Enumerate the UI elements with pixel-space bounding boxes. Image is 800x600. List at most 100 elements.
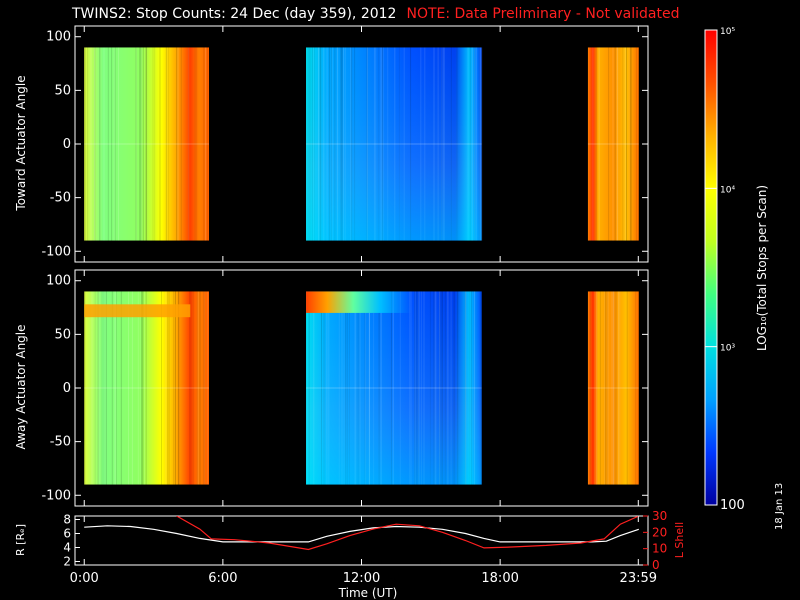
ytick-label: 100 — [46, 274, 71, 289]
heatmap-streak — [196, 47, 198, 241]
heatmap-streak — [611, 291, 613, 485]
ytick-label-left: 6 — [63, 527, 71, 541]
heatmap-streak — [616, 47, 618, 241]
heatmap-streak — [619, 291, 621, 485]
heatmap-streak — [617, 47, 619, 241]
heatmap-streak — [192, 291, 194, 485]
heatmap-streak — [165, 291, 167, 485]
heatmap-streak — [97, 291, 99, 485]
heatmap-streak — [604, 291, 605, 485]
ylabel-toward: Toward Actuator Angle — [14, 75, 28, 211]
heatmap-streak — [189, 291, 191, 485]
heatmap-streak — [94, 47, 96, 241]
heatmap-streak — [596, 291, 598, 485]
lshell-series-line — [176, 516, 640, 551]
heatmap-fade — [306, 47, 482, 241]
heatmap-streak — [174, 291, 176, 485]
heatmap-streak — [137, 291, 139, 485]
ytick-label: 50 — [54, 83, 71, 98]
ytick-label: -50 — [50, 435, 71, 450]
ylabel-away: Away Actuator Angle — [14, 324, 28, 449]
ytick-label: 0 — [63, 137, 71, 152]
heatmap-streak — [107, 47, 109, 241]
heatmap-streak — [87, 47, 89, 241]
heatmap-streak — [114, 291, 115, 485]
xtick-label: 0:00 — [70, 571, 99, 586]
heatmap-streak — [144, 291, 146, 485]
heatmap-streak — [194, 47, 196, 241]
ytick-label-left: 8 — [63, 513, 71, 527]
heatmap-streak — [135, 47, 137, 241]
ytick-label: 0 — [63, 381, 71, 396]
heatmap-streak — [173, 291, 174, 485]
heatmap-streak — [90, 291, 92, 485]
heatmap-streak — [630, 47, 632, 241]
heatmap-block-3 — [587, 47, 639, 241]
heatmap-streak — [628, 47, 630, 241]
colorbar-gradient — [704, 29, 718, 506]
heatmap-streak — [142, 291, 144, 485]
heatmap-streak — [618, 291, 620, 485]
heatmap-streak — [140, 47, 142, 241]
heatmap-streak — [145, 291, 147, 485]
heatmap-streak — [207, 291, 209, 485]
heatmap-streak — [94, 291, 96, 485]
heatmap-streak — [111, 47, 113, 241]
heatmap-streak — [85, 47, 87, 241]
heatmap-streak — [90, 47, 92, 241]
heatmap-streak — [139, 291, 141, 485]
heatmap-streak — [145, 47, 147, 241]
heatmap-streak — [199, 291, 201, 485]
orbit-frame — [74, 515, 649, 566]
heatmap-streak — [142, 291, 143, 485]
heatmap-streak — [111, 291, 113, 485]
heatmap-streak — [624, 47, 626, 241]
heatmap-streak — [197, 291, 199, 485]
heatmap-streak — [608, 47, 610, 241]
xtick-label: 23:59 — [620, 571, 657, 586]
heatmap-streak — [203, 47, 205, 241]
heatmap-streak — [113, 47, 115, 241]
heatmap-streak — [114, 47, 116, 241]
heatmap-streak — [145, 47, 147, 241]
heatmap-streak — [174, 291, 176, 485]
heatmap-streak — [139, 47, 141, 241]
heatmap-streak — [128, 291, 129, 485]
heatmap-streak — [113, 47, 115, 241]
heatmap-streak — [615, 291, 617, 485]
heatmap-streak — [166, 47, 168, 241]
colorbar-tick-label: 10⁴ — [720, 185, 735, 195]
heatmap-streak — [94, 47, 95, 241]
heatmap-streak — [614, 47, 616, 241]
ytick-label: 50 — [54, 327, 71, 342]
heatmap-streak — [118, 47, 119, 241]
heatmap-streak — [94, 47, 96, 241]
heatmap-streak — [152, 47, 154, 241]
heatmap-streak — [599, 291, 601, 485]
heatmap-streak — [196, 291, 198, 485]
heatmap-streak — [92, 291, 94, 485]
heatmap-streak — [630, 47, 632, 241]
heatmap-streak — [635, 291, 637, 485]
heatmap-streak — [145, 47, 147, 241]
heatmap-streak — [607, 291, 609, 485]
ytick-label-right: 10 — [652, 542, 667, 556]
generation-date: 18 Jan 13 — [774, 482, 785, 530]
heatmap-streak — [604, 291, 606, 485]
heatmap-streak — [101, 291, 103, 485]
heatmap-streak — [135, 47, 137, 241]
heatmap-streak — [120, 291, 122, 485]
heatmap-block-1 — [84, 291, 210, 485]
heatmap-streak — [635, 47, 637, 241]
heatmap-streak — [176, 47, 178, 241]
heatmap-streak — [190, 291, 192, 485]
heatmap-streak — [140, 47, 142, 241]
heatmap-streak — [167, 291, 168, 485]
heatmap-streak — [98, 291, 100, 485]
heatmap-streak — [205, 47, 207, 241]
title-note: NOTE: Data Preliminary - Not validated — [406, 6, 680, 22]
heatmap-streak — [612, 291, 614, 485]
heatmap-streak — [116, 291, 117, 485]
